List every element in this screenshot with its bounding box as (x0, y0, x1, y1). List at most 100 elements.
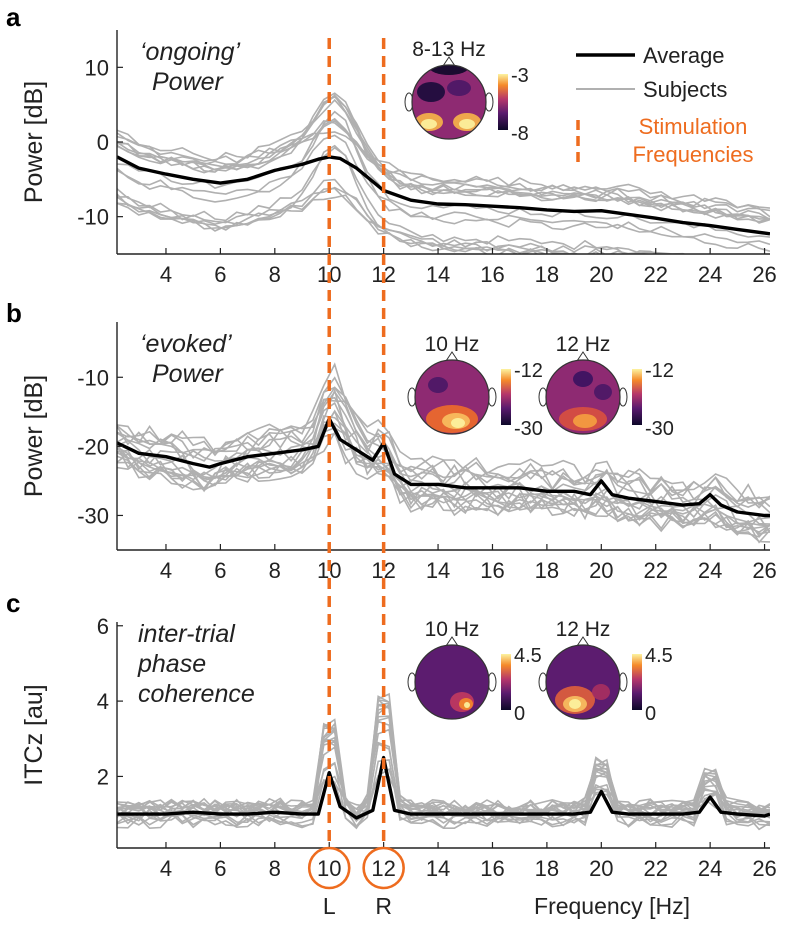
x-tick-label: 8 (269, 558, 281, 583)
subject-trace (117, 110, 770, 252)
x-tick-label: 20 (589, 558, 613, 583)
panel-title-line: Power (152, 68, 225, 96)
topomap-outline (414, 359, 490, 435)
colorbar (501, 654, 511, 710)
topomap-blob (429, 65, 469, 75)
x-tick-label: 16 (480, 558, 504, 583)
y-tick-label: 4 (97, 689, 109, 714)
subject-trace (117, 362, 770, 504)
plot-lines-a (117, 92, 770, 254)
colorbar (498, 74, 508, 130)
subject-trace (117, 432, 770, 543)
legend-average-label: Average (643, 43, 725, 68)
topomap-2: 12 Hz 4.5 0 (538, 618, 673, 725)
topomap-nose (445, 351, 459, 362)
colorbar-max-label: 4.5 (645, 645, 673, 667)
topomap-nose (445, 636, 459, 647)
x-tick-label: 20 (589, 262, 613, 287)
panel-title-line: phase (137, 650, 206, 678)
subject-trace (117, 705, 770, 827)
panel-title-line: ‘evoked’ (140, 330, 232, 358)
subject-trace (117, 94, 770, 212)
legend-subjects-label: Subjects (643, 77, 727, 102)
x-tick-label: 26 (752, 558, 776, 583)
x-tick-label: 10 (317, 856, 341, 881)
colorbar-max-label: -12 (514, 360, 543, 382)
colorbar-max-label: 4.5 (514, 645, 542, 667)
topomap-blob (573, 371, 593, 387)
subject-trace (117, 759, 770, 828)
topomap-blob (428, 377, 448, 393)
y-tick-label: 2 (97, 764, 109, 789)
colorbar (632, 654, 642, 710)
topomap-blob (459, 119, 475, 129)
x-tick-label: 22 (643, 558, 667, 583)
topomap-label: 10 Hz (425, 333, 480, 356)
topomap-1: 10 Hz -12 -30 (407, 333, 543, 440)
x-tick-label: 18 (535, 856, 559, 881)
subject-trace (117, 119, 770, 238)
x-tick-label: 18 (535, 262, 559, 287)
y-axis-label: Power [dB] (20, 81, 48, 203)
subject-trace (117, 386, 770, 525)
topomap-label: 8-13 Hz (412, 38, 486, 61)
topomap-blob (592, 684, 610, 700)
topomap-blob (447, 80, 471, 96)
x-tick-label: 12 (371, 856, 395, 881)
topomap-fill (412, 65, 486, 139)
subject-trace (117, 695, 770, 813)
colorbar-min-label: -8 (511, 123, 529, 145)
topomap-2: 12 Hz -12 -30 (538, 333, 674, 440)
panel-title-line: Power (152, 360, 225, 388)
subject-trace (117, 421, 770, 530)
topomap-fill (546, 360, 620, 434)
topomap-nose (442, 56, 456, 67)
topomap-fill (546, 645, 620, 719)
topomap-label: 12 Hz (556, 333, 611, 356)
average-line (117, 417, 770, 518)
plot-lines-c (117, 692, 770, 831)
colorbar-min-label: 0 (514, 703, 525, 725)
colorbar (501, 369, 511, 425)
panel-title-line: coherence (138, 680, 255, 708)
subject-trace (117, 409, 770, 533)
x-tick-label: 14 (426, 856, 450, 881)
side-label-left: L (323, 893, 336, 919)
topomap-fill (415, 645, 489, 719)
x-tick-label: 24 (698, 558, 722, 583)
x-tick-label: 4 (160, 856, 172, 881)
panel-title-line: ‘ongoing’ (140, 38, 241, 66)
topomap-outline (545, 359, 621, 435)
subject-trace (117, 390, 770, 523)
subject-trace (117, 98, 770, 224)
x-tick-label: 16 (480, 856, 504, 881)
plot-lines-b (117, 362, 770, 544)
x-tick-label: 8 (269, 856, 281, 881)
topomap-1: 8-13 Hz -3 -8 (404, 38, 529, 145)
subject-trace (117, 95, 770, 220)
subject-trace (117, 134, 770, 246)
x-axis-label: Frequency [Hz] (534, 893, 690, 919)
x-tick-label: 4 (160, 262, 172, 287)
colorbar-min-label: -30 (645, 418, 674, 440)
x-tick-label: 24 (698, 856, 722, 881)
average-line (117, 755, 770, 820)
topomap-blob (464, 702, 470, 708)
x-tick-label: 14 (426, 558, 450, 583)
topomap-blob (421, 119, 437, 129)
topomap-fill (415, 360, 489, 434)
topomap-blob (573, 414, 597, 428)
topomap-outline (414, 644, 490, 720)
x-tick-label: 20 (589, 856, 613, 881)
topomap-blob (569, 699, 581, 709)
legend-stim-label: Stimulation (639, 114, 748, 139)
topomap-outline (545, 644, 621, 720)
x-tick-label: 24 (698, 262, 722, 287)
panel-letter-a: a (6, 2, 21, 32)
x-tick-label: 16 (480, 262, 504, 287)
legend-stim-label: Frequencies (632, 142, 753, 167)
circled-tick-left (307, 846, 351, 890)
x-tick-label: 6 (214, 262, 226, 287)
